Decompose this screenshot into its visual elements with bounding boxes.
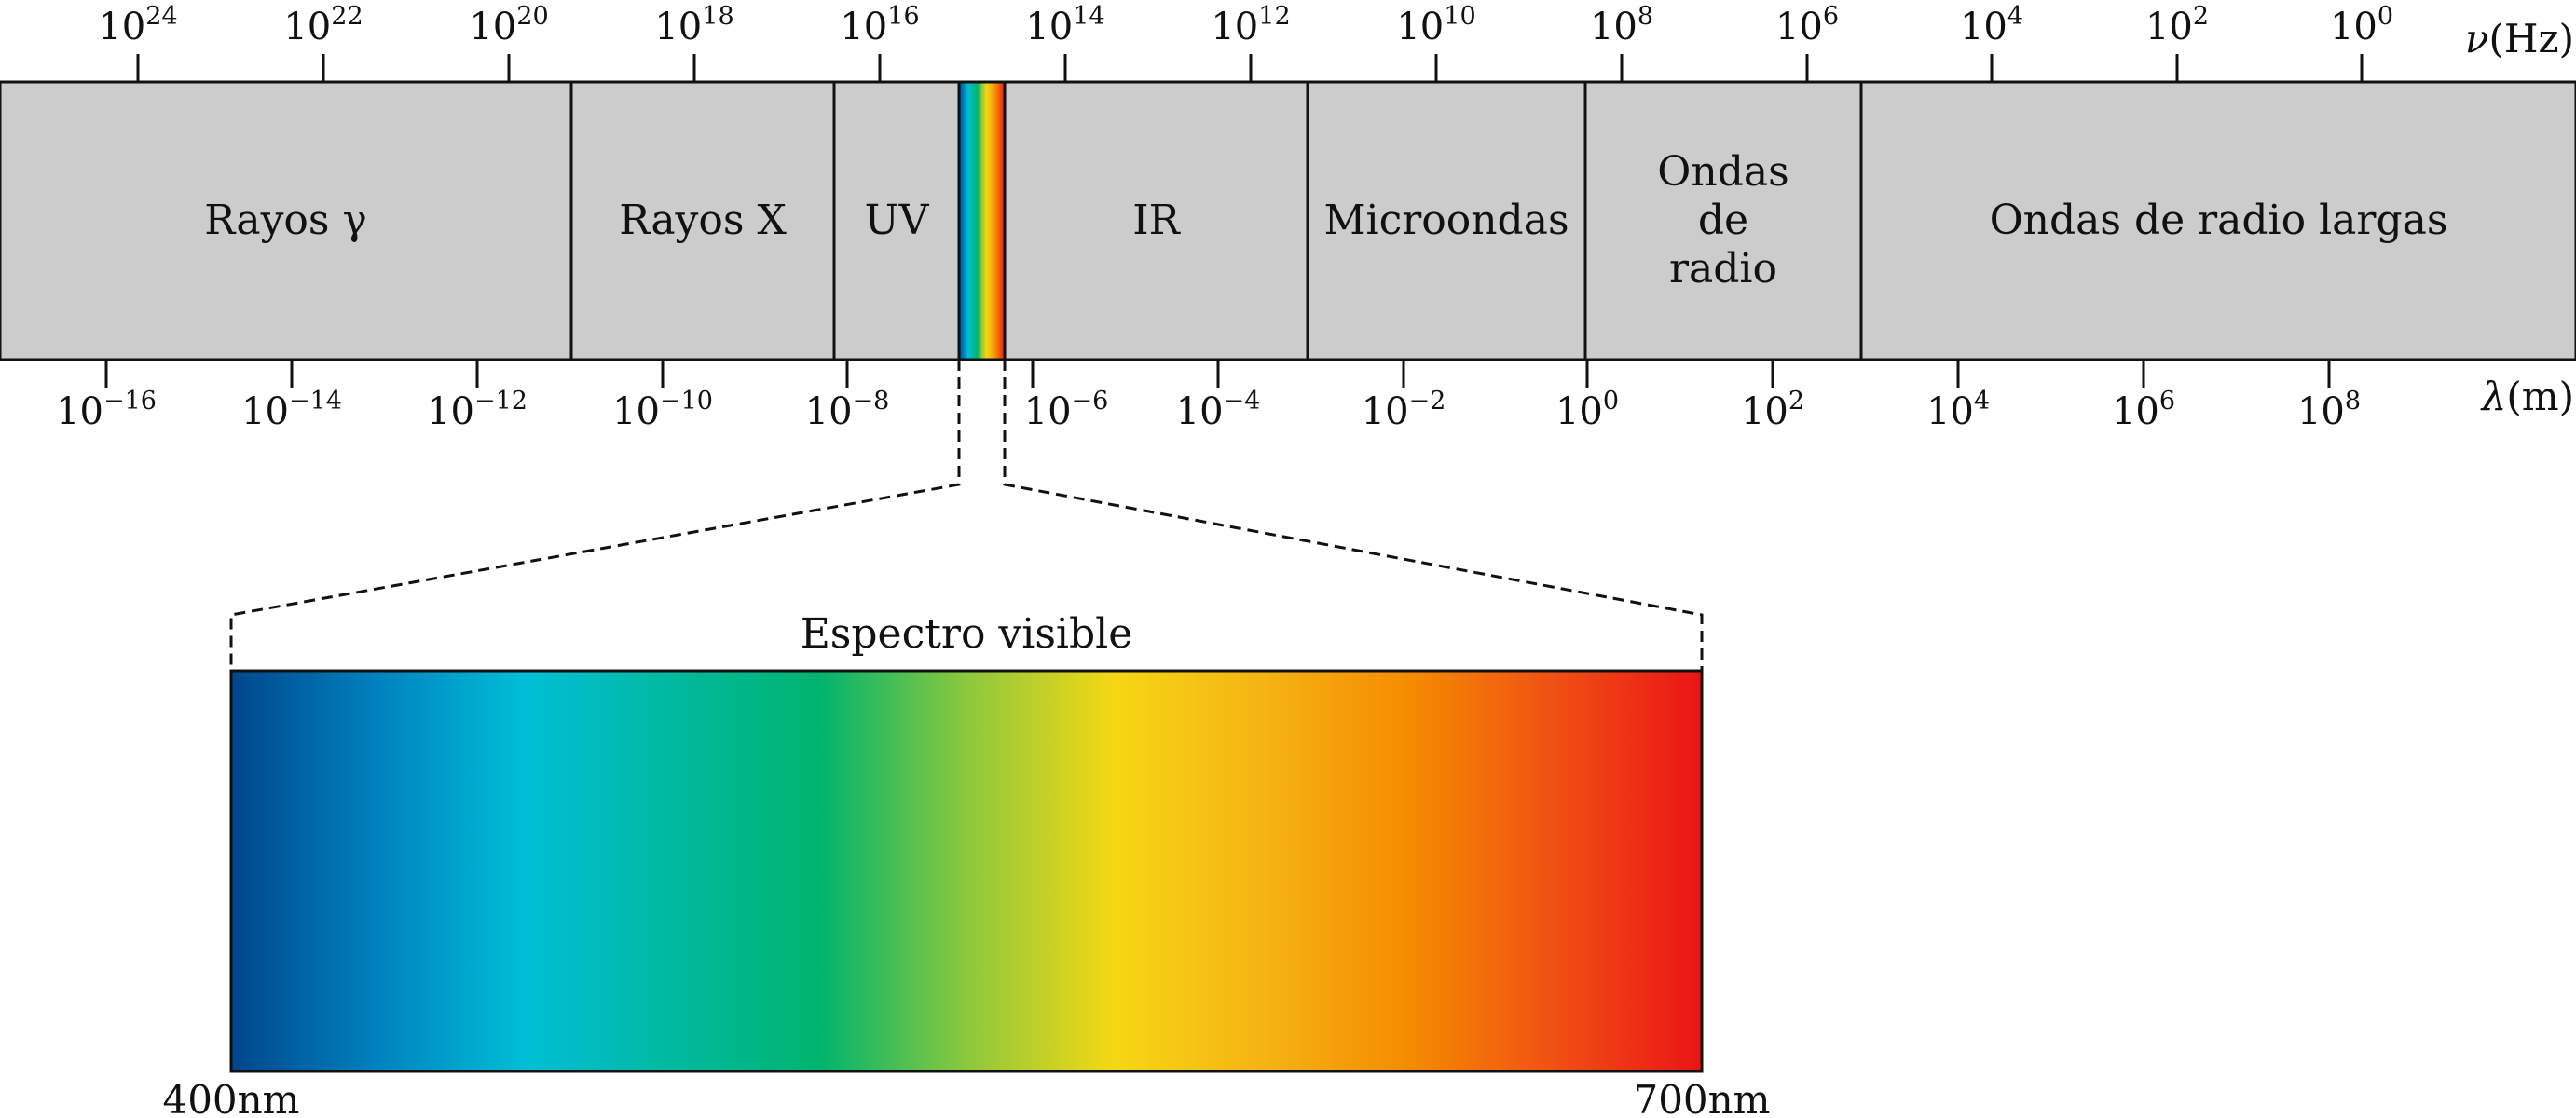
- zoom-connector: [229, 360, 1704, 671]
- wavelength-tick-label: 104: [1926, 387, 1990, 433]
- zoom-connector-left: [229, 360, 961, 671]
- wavelength-tick-label: 10−6: [1024, 387, 1109, 433]
- visible-spectrum-bar: [229, 669, 1704, 1073]
- frequency-tick-label: 102: [2145, 2, 2209, 48]
- band-label-xray: Rayos X: [619, 197, 787, 244]
- frequency-tick-label: 1010: [1396, 2, 1475, 48]
- wavelength-tick-label: 10−14: [241, 387, 342, 433]
- wavelength-tick-label: 10−16: [56, 387, 157, 433]
- band-label-gamma: Rayos γ: [204, 197, 367, 244]
- frequency-tick-label: 1018: [654, 2, 733, 48]
- wavelength-tick-label: 10−2: [1362, 387, 1446, 433]
- frequency-tick-label: 1012: [1211, 2, 1290, 48]
- wavelength-unit-label: λ(m): [2480, 374, 2574, 419]
- wavelength-tick-label: 10−12: [427, 387, 528, 433]
- frequency-tick-label: 100: [2330, 2, 2393, 48]
- wavelength-tick-label: 106: [2112, 387, 2175, 433]
- visible-spectrum-max-label: 700nm: [1633, 1077, 1770, 1118]
- band-uv: [832, 80, 961, 361]
- frequency-tick-label: 1014: [1025, 2, 1104, 48]
- wavelength-tick-label: 10−10: [612, 387, 713, 433]
- visible-spectrum-title: Espectro visible: [801, 610, 1133, 658]
- band-label-microwave: Microondas: [1323, 197, 1569, 244]
- band-ir: [1003, 80, 1309, 361]
- wavelength-tick-label: 10−8: [805, 387, 890, 433]
- frequency-tick-label: 104: [1960, 2, 2023, 48]
- frequency-unit-label: ν(Hz): [2465, 16, 2574, 61]
- frequency-tick-label: 1016: [840, 2, 919, 48]
- band-label-radio: de: [1698, 197, 1748, 244]
- spectrum-bands: Rayos γ Rayos X UV IR Microondas Ondasderadio…: [0, 80, 2576, 361]
- wavelength-tick-label: 10−4: [1176, 387, 1261, 433]
- band-long-radio: [1859, 80, 2576, 361]
- band-label-uv: UV: [865, 197, 930, 244]
- band-label-radio: radio: [1669, 245, 1777, 293]
- band-gamma: [0, 80, 573, 361]
- frequency-axis: 1024 1022 1020 1018 1016 1014 1012 1010 108 106 10…: [98, 2, 2393, 82]
- band-label-ir: IR: [1132, 197, 1181, 244]
- frequency-tick-label: 1020: [469, 2, 548, 48]
- band-label-long-radio: Ondas de radio largas: [1990, 197, 2448, 244]
- wavelength-tick-label: 100: [1555, 387, 1619, 433]
- frequency-tick-label: 108: [1590, 2, 1653, 48]
- frequency-tick-label: 1022: [283, 2, 363, 48]
- frequency-tick-label: 106: [1775, 2, 1839, 48]
- wavelength-tick-label: 108: [2297, 387, 2361, 433]
- wavelength-tick-label: 102: [1741, 387, 1804, 433]
- band-xray: [569, 80, 836, 361]
- frequency-tick-label: 1024: [98, 2, 177, 48]
- band-label-radio: Ondas: [1657, 148, 1788, 196]
- visible-spectrum-min-label: 400nm: [162, 1077, 299, 1118]
- wavelength-axis: 10−16 10−14 10−12 10−10 10−8 10−6 10−4 10−2 100 1…: [56, 360, 2361, 433]
- zoom-connector-right: [1003, 360, 1704, 671]
- band-visible: [957, 80, 1007, 361]
